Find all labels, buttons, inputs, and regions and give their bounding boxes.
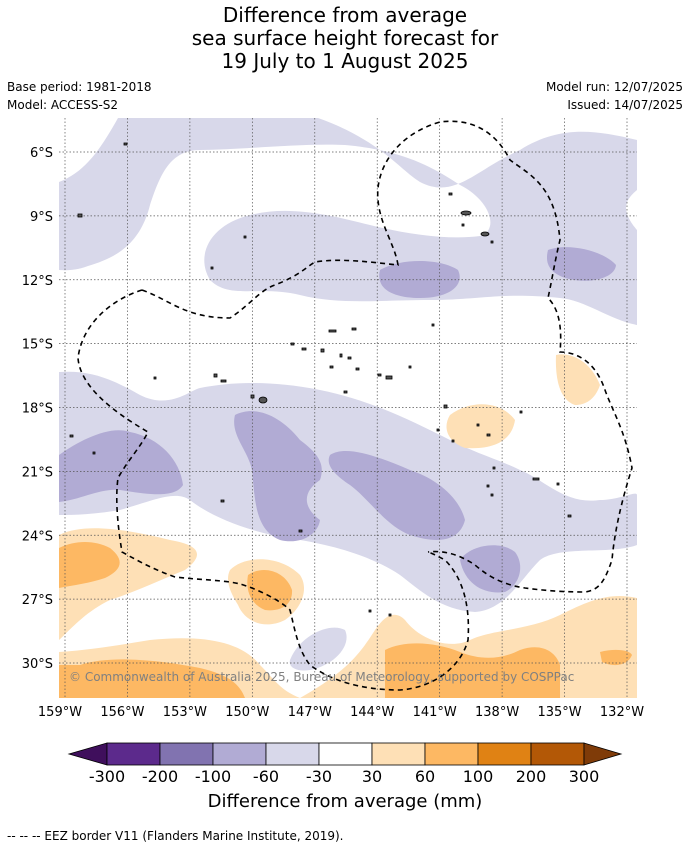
longitude-label: 135°W	[537, 705, 581, 720]
eez-legend-note: -- -- -- EEZ border V11 (Flanders Marine…	[7, 829, 344, 843]
model-name: Model: ACCESS-S2	[7, 98, 119, 112]
latitude-label: 9°S	[30, 210, 53, 225]
colorbar-tick-label: 60	[415, 767, 435, 786]
colorbar-segment	[265, 742, 320, 766]
colorbar-segment	[159, 742, 214, 766]
title-line-1: Difference from average	[222, 3, 468, 27]
latitude-label: 24°S	[22, 529, 53, 544]
anomaly-pos60-south	[59, 643, 632, 698]
islands	[69, 142, 572, 617]
map-title: Difference from average sea surface heig…	[0, 4, 690, 73]
anomaly-neg60-3	[59, 430, 183, 502]
graticule	[59, 118, 637, 698]
eez-borders	[77, 120, 633, 691]
colorbar-segment	[424, 742, 479, 766]
anomaly-pos60-center	[247, 570, 293, 611]
anomaly-neg60-1	[379, 261, 460, 298]
latitude-label: 27°S	[22, 593, 53, 608]
title-line-2: sea surface height forecast for	[191, 26, 499, 50]
colorbar-extend-high	[583, 742, 623, 766]
eez-border-cook-inner	[77, 289, 470, 691]
longitude-label: 150°W	[225, 705, 269, 720]
longitude-label: 159°W	[38, 705, 82, 720]
map-field	[59, 118, 637, 698]
longitude-label: 138°W	[475, 705, 519, 720]
colorbar-tick-label: 200	[516, 767, 547, 786]
colorbar-tick-label: 30	[362, 767, 382, 786]
colorbar-segment	[371, 742, 426, 766]
longitude-label: 153°W	[163, 705, 207, 720]
latitude-label: 18°S	[22, 402, 53, 417]
latitude-label: 12°S	[22, 274, 53, 289]
colorbar-title: Difference from average (mm)	[207, 791, 483, 812]
copyright-text: © Commonwealth of Australia 2025, Bureau…	[69, 670, 574, 684]
longitude-label: 141°W	[413, 705, 457, 720]
anomaly-neg30-north	[59, 118, 637, 325]
latitude-label: 6°S	[30, 146, 53, 161]
meta-left: Base period: 1981-2018 Model: ACCESS-S2	[7, 78, 152, 114]
colorbar-ticks: -300 -200 -100 -60 -30 30 60 100 200 300	[89, 767, 599, 786]
latitude-label: 15°S	[22, 338, 53, 353]
anomaly-neg60-5	[328, 450, 465, 540]
colorbar-segment	[530, 742, 585, 766]
longitude-label: 156°W	[100, 705, 144, 720]
colorbar-extend-low	[67, 742, 108, 766]
colorbar-tick-label: 300	[569, 767, 600, 786]
colorbar-segment	[477, 742, 532, 766]
anomaly-neg30-small	[289, 627, 347, 671]
colorbar-tick-label: -300	[89, 767, 125, 786]
anomaly-neg60-6	[460, 545, 521, 593]
anomaly-pos60-west	[59, 542, 120, 588]
longitude-label: 144°W	[350, 705, 394, 720]
colorbar-tick-label: -60	[253, 767, 279, 786]
longitude-label: 132°W	[600, 705, 644, 720]
colorbar-segment	[106, 742, 161, 766]
colorbar-segment	[318, 742, 373, 766]
colorbar-tick-label: -100	[195, 767, 231, 786]
latitude-label: 30°S	[22, 657, 53, 672]
colorbar-tick-label: -200	[142, 767, 178, 786]
latitude-labels: 6°S 9°S 12°S 15°S 18°S 21°S 24°S 27°S 30°S	[22, 146, 53, 672]
title-line-3: 19 July to 1 August 2025	[221, 49, 469, 73]
colorbar-tick-label: 100	[463, 767, 494, 786]
eez-border-cook-west	[141, 120, 633, 593]
colorbar-tick-label: -30	[306, 767, 332, 786]
issued-date: Issued: 14/07/2025	[567, 98, 683, 112]
anomaly-neg60-4	[234, 411, 322, 542]
anomaly-pos30-east	[555, 354, 600, 405]
base-period: Base period: 1981-2018	[7, 80, 152, 94]
colorbar-segment	[212, 742, 267, 766]
model-run: Model run: 12/07/2025	[545, 80, 683, 94]
meta-right: Model run: 12/07/2025 Issued: 14/07/2025	[546, 78, 683, 114]
anomaly-pos30-mid	[446, 404, 515, 449]
longitude-label: 147°W	[288, 705, 332, 720]
longitude-labels: 159°W 156°W 153°W 150°W 147°W 144°W 141°W 138°W…	[38, 705, 644, 720]
colorbar	[67, 742, 623, 766]
latitude-label: 21°S	[22, 465, 53, 480]
